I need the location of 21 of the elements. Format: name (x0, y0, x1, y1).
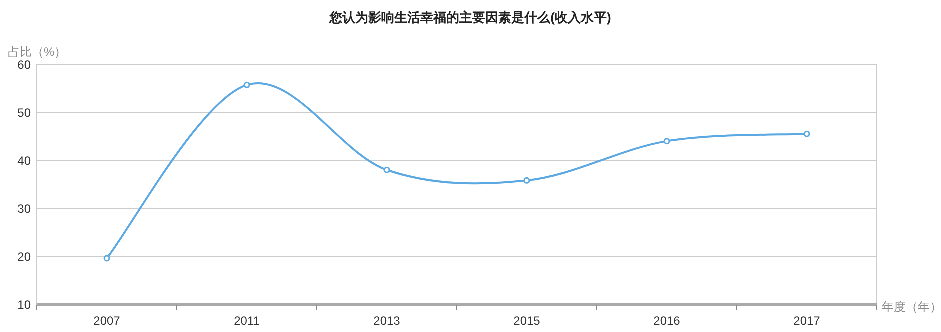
y-tick-label: 20 (18, 250, 32, 264)
point (384, 166, 390, 174)
y-tick-label: 40 (18, 154, 32, 168)
y-tick-label: 50 (18, 106, 32, 120)
x-tick-label: 2013 (374, 314, 401, 328)
x-tick-label: 2011 (234, 314, 260, 328)
y-tick-label: 10 (18, 298, 32, 312)
y-tick-label: 30 (18, 202, 32, 216)
x-tick-label: 2015 (514, 314, 541, 328)
point (244, 82, 250, 88)
point (104, 255, 110, 262)
x-tick-label: 2017 (794, 314, 821, 328)
point (804, 130, 810, 138)
x-tick-label: 2016 (654, 314, 681, 328)
chart-title: 您认为影响生活幸福的主要因素是什么(收入水平) (328, 10, 612, 25)
x-axis-title: 年度（年） (882, 300, 941, 314)
x-tick-label: 2007 (94, 314, 121, 328)
point (524, 177, 530, 184)
point (664, 138, 670, 145)
y-axis-title: 占比（%） (8, 45, 67, 59)
y-tick-label: 60 (18, 58, 32, 72)
